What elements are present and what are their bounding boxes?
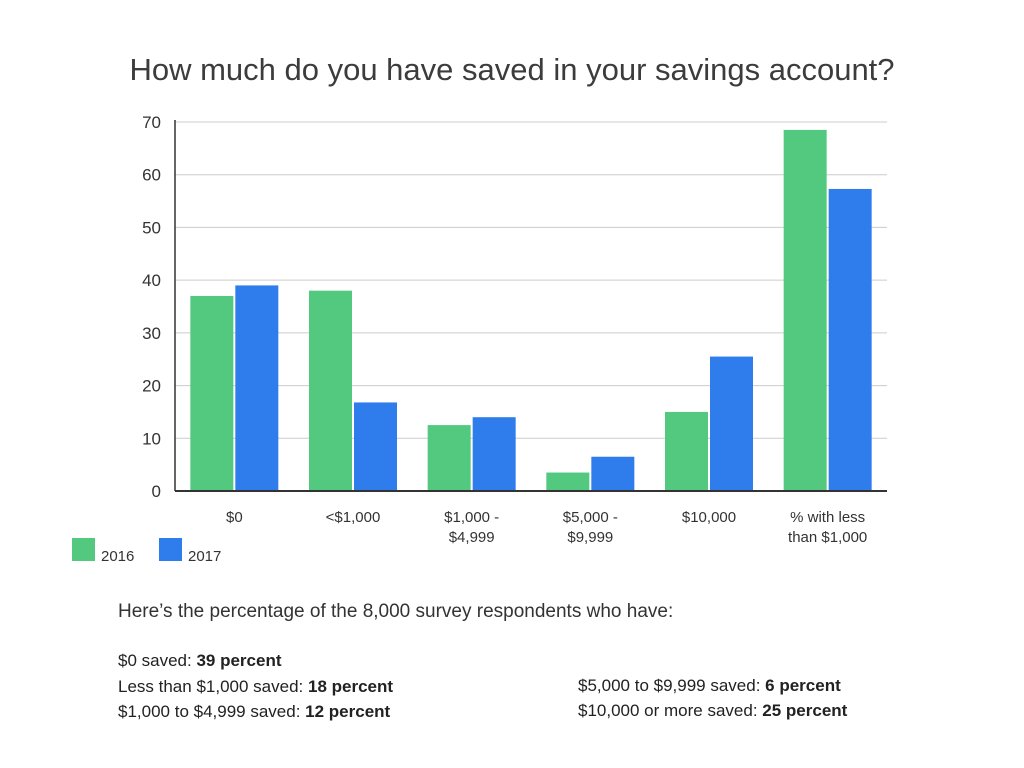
y-tick-label: 40: [142, 271, 161, 290]
bar-2017: [710, 356, 753, 491]
y-tick-label: 30: [142, 324, 161, 343]
bar-2017: [472, 417, 516, 491]
bar-2017: [828, 188, 872, 491]
legend-label-2017: 2017: [188, 548, 221, 565]
x-category-line: <$1,000: [326, 509, 381, 526]
x-category-line: $1,000 -: [444, 509, 499, 526]
bar-2016: [427, 425, 471, 491]
x-category-label: % with less than $1,000: [788, 509, 867, 546]
x-category-line: than $1,000: [788, 529, 867, 546]
y-tick-label: 20: [142, 377, 161, 396]
summary-stat-1000-4999: $1,000 to $4,999 saved: 12 percent: [118, 702, 390, 722]
x-category-label: <$1,000: [326, 509, 381, 526]
y-tick-label: 50: [142, 218, 161, 237]
summary-stat-under-1000: Less than $1,000 saved: 18 percent: [118, 677, 393, 697]
x-category-line: % with less: [790, 509, 865, 526]
summary-stat-10000-plus: $10,000 or more saved: 25 percent: [578, 701, 847, 721]
x-category-label: $1,000 - $4,999: [444, 509, 499, 546]
bar-2016: [546, 472, 590, 491]
summary-intro: Here’s the percentage of the 8,000 surve…: [118, 601, 674, 622]
bar-2016: [190, 295, 234, 491]
legend-label-2016: 2016: [101, 548, 134, 565]
bar-2016: [309, 290, 352, 491]
gridlines: [175, 121, 887, 439]
x-category-line: $4,999: [449, 529, 495, 546]
stat-label: $0 saved:: [118, 651, 197, 670]
y-tick-label: 70: [142, 113, 161, 132]
bar-2016: [783, 129, 827, 491]
x-category-line: $0: [226, 509, 243, 526]
x-category-label: $5,000 - $9,999: [563, 509, 618, 546]
stat-value: 18 percent: [307, 677, 394, 696]
bars: [190, 129, 872, 491]
stat-label: $1,000 to $4,999 saved:: [118, 702, 306, 721]
summary-stat-5000-9999: $5,000 to $9,999 saved: 6 percent: [578, 676, 841, 696]
stat-label: Less than $1,000 saved:: [118, 677, 308, 696]
stat-value: 6 percent: [765, 676, 841, 695]
bar-2016: [665, 411, 708, 491]
legend-swatch-2017: [159, 538, 182, 561]
stat-value: 25 percent: [762, 701, 848, 720]
y-tick-label: 60: [142, 166, 161, 185]
stat-value: 39 percent: [196, 651, 282, 670]
x-category-line: $5,000 -: [563, 509, 618, 526]
y-tick-label: 10: [142, 429, 161, 448]
axes: [174, 120, 887, 492]
y-axis-ticks: 0 10 20 30 40 50 60 70: [142, 113, 161, 501]
legend-swatch-2016: [72, 538, 95, 561]
x-category-label: $0: [226, 509, 243, 526]
chart-title: How much do you have saved in your savin…: [129, 52, 895, 87]
bar-2017: [354, 402, 397, 491]
stat-label: $10,000 or more saved:: [578, 701, 763, 720]
x-category-label: $10,000: [682, 509, 736, 526]
x-axis-categories: $0 <$1,000 $1,000 - $4,999 $5,000 - $9,999 $10…: [226, 509, 867, 546]
bar-2017: [591, 456, 635, 491]
bar-2017: [235, 285, 279, 491]
x-category-line: $10,000: [682, 509, 736, 526]
legend: 2016 2017: [72, 538, 221, 565]
stat-value: 12 percent: [305, 702, 391, 721]
summary-stat-zero: $0 saved: 39 percent: [118, 651, 282, 671]
y-tick-label: 0: [152, 482, 161, 501]
stat-label: $5,000 to $9,999 saved:: [578, 676, 766, 695]
x-category-line: $9,999: [567, 529, 613, 546]
